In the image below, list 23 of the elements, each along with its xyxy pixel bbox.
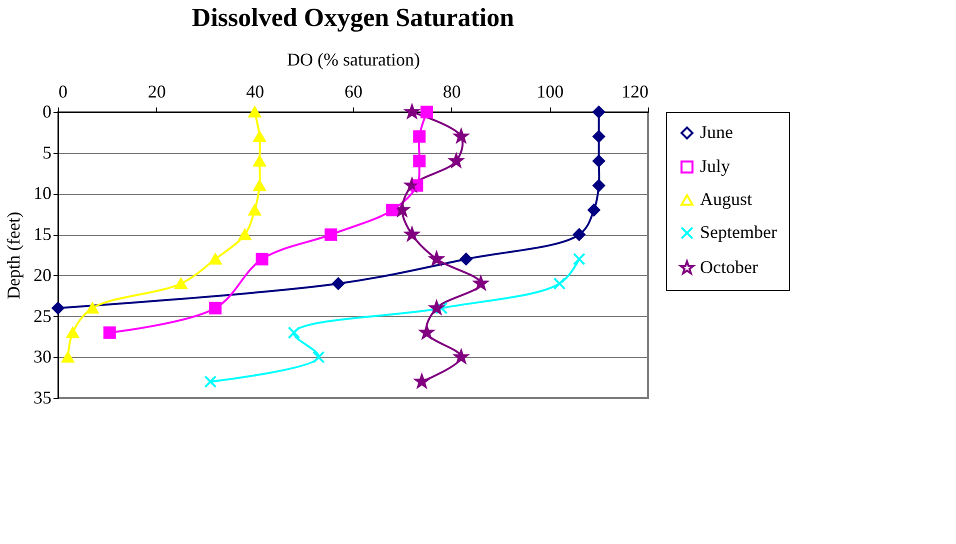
x-tick-label: 80 (442, 82, 461, 102)
y-tick-label: 10 (34, 183, 52, 204)
legend-label: September (700, 222, 777, 242)
x-tick-label: 100 (536, 82, 564, 102)
y-tick-label: 35 (34, 388, 52, 408)
legend-label: July (700, 156, 730, 176)
y-tick-label: 25 (34, 306, 52, 326)
y-tick-label: 0 (42, 102, 52, 122)
legend-label: October (700, 257, 758, 277)
y-tick-label: 30 (34, 346, 52, 367)
x-tick-label: 60 (344, 82, 362, 102)
chart-title: Dissolved Oxygen Saturation (192, 3, 515, 32)
x-tick-label: 40 (246, 82, 264, 102)
y-tick-label: 15 (34, 224, 52, 244)
y-tick-label: 5 (42, 142, 52, 162)
legend-label: June (700, 122, 734, 142)
legend-label: August (700, 189, 752, 209)
x-tick-label: 20 (148, 82, 166, 102)
y-axis-title: Depth (feet) (4, 212, 24, 300)
y-tick-label: 20 (34, 264, 52, 285)
x-axis-title: DO (% saturation) (287, 50, 420, 70)
x-tick-label: 0 (58, 82, 68, 102)
x-tick-label: 120 (622, 82, 648, 102)
